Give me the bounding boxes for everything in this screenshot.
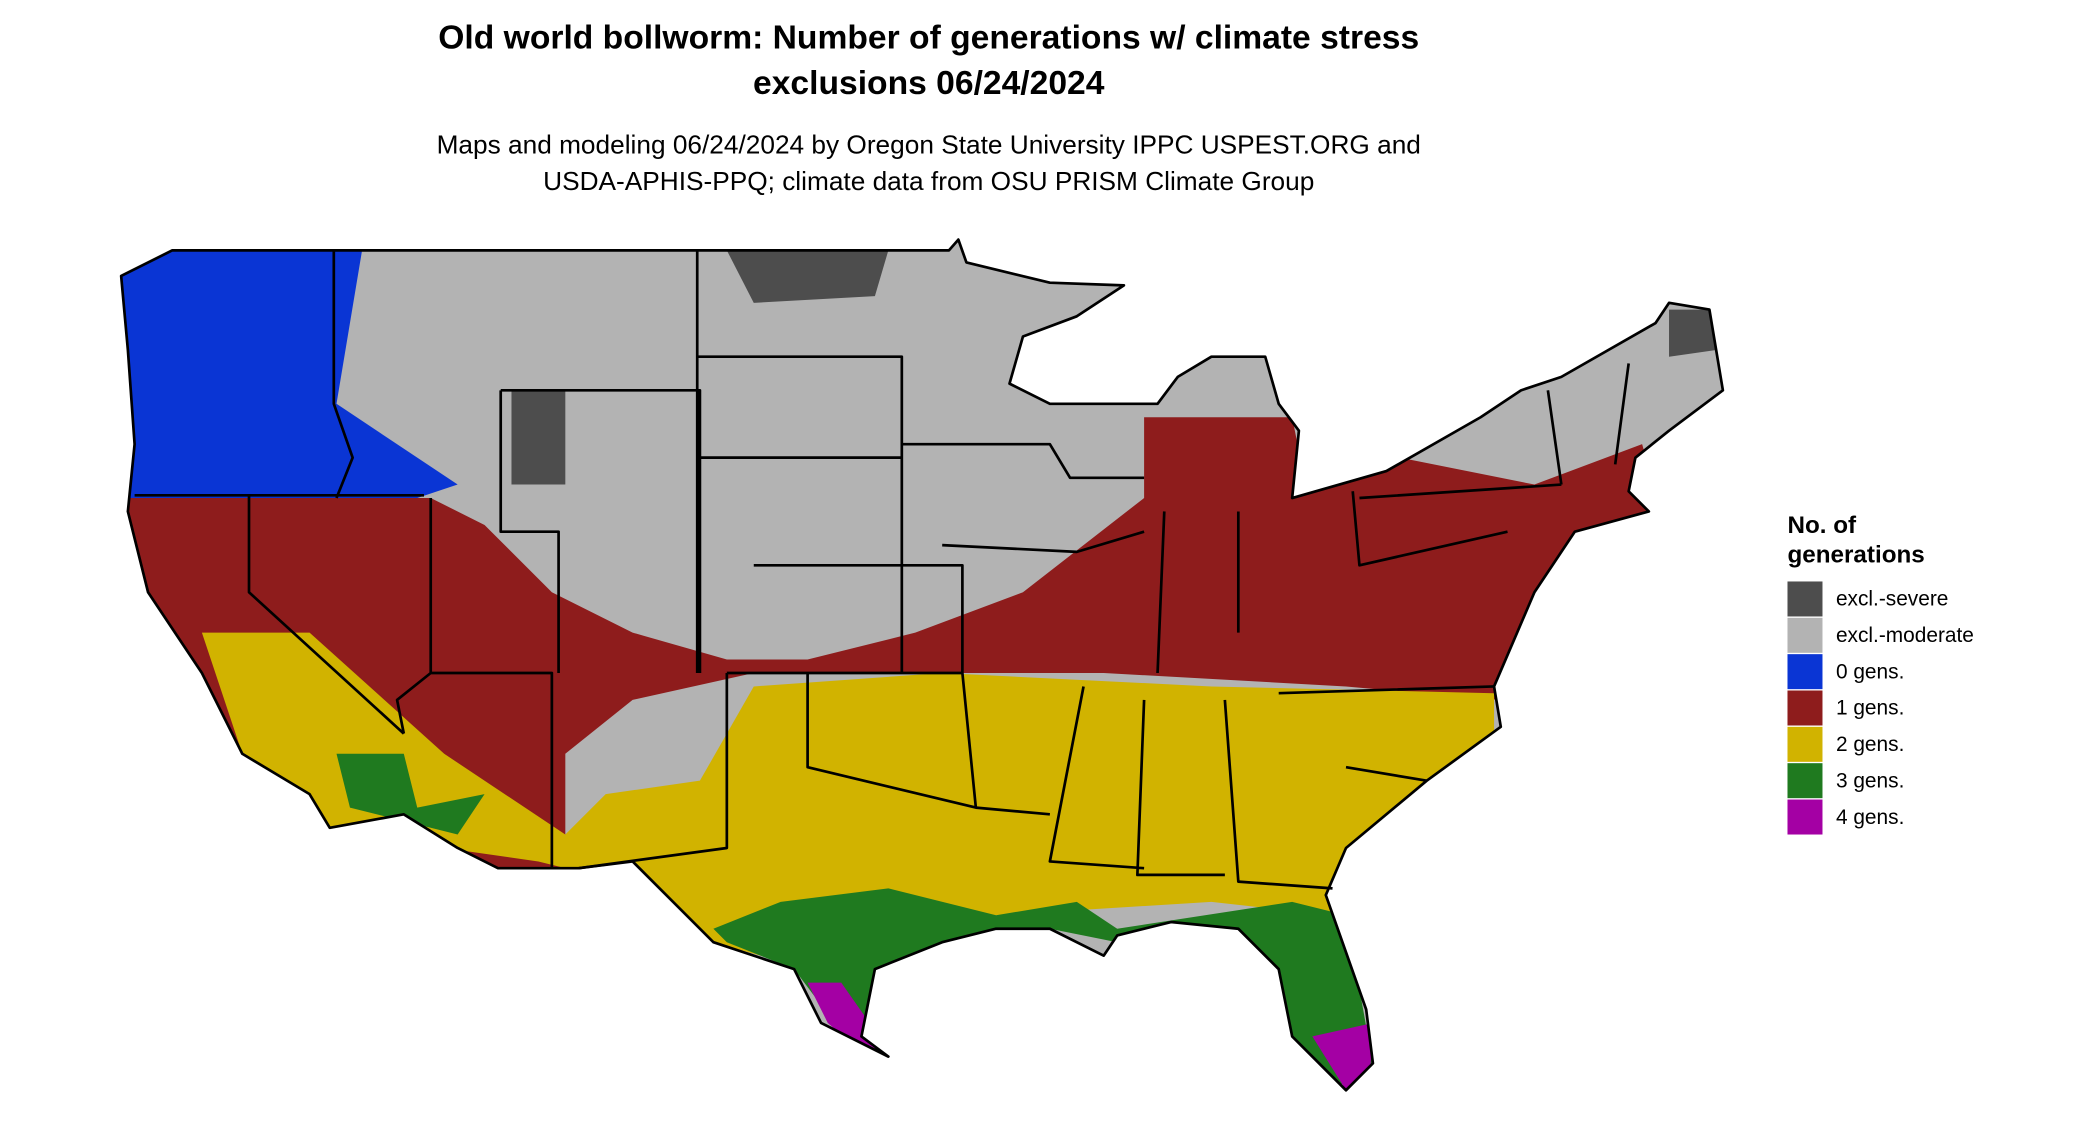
legend-swatch [1787,654,1823,690]
legend-title: No. of [1787,512,1857,539]
legend-swatch [1787,763,1823,799]
legend-swatch [1787,581,1823,617]
state-borders [134,250,1630,890]
legend-swatch [1787,799,1823,835]
legend-label: excl.-moderate [1836,624,1974,647]
legend-label: 0 gens. [1836,660,1904,683]
legend-swatch [1787,617,1823,653]
legend-label: 4 gens. [1836,806,1904,829]
region [121,417,1670,875]
subtitle: USDA-APHIS-PPQ; climate data from OSU PR… [543,166,1314,196]
legend-label: excl.-severe [1836,588,1948,611]
legend-swatch [1787,690,1823,726]
region [1312,1022,1373,1091]
title: exclusions 06/24/2024 [753,65,1105,102]
legend-swatch [1787,726,1823,762]
title: Old world bollworm: Number of generation… [438,19,1419,56]
region [511,390,566,485]
legend: excl.-severe excl.-moderate 0 gens. 1 gens.… [1787,581,1974,835]
region [336,753,485,835]
legend-label: 3 gens. [1836,769,1904,792]
legend-label: 1 gens. [1836,697,1904,720]
legend-title: generations [1787,542,1924,569]
region [1669,309,1717,357]
legend-label: 2 gens. [1836,733,1904,756]
region [726,250,889,303]
region [713,888,1373,1091]
region [201,632,1495,970]
subtitle: Maps and modeling 06/24/2024 by Oregon S… [437,129,1421,159]
region [121,242,458,499]
